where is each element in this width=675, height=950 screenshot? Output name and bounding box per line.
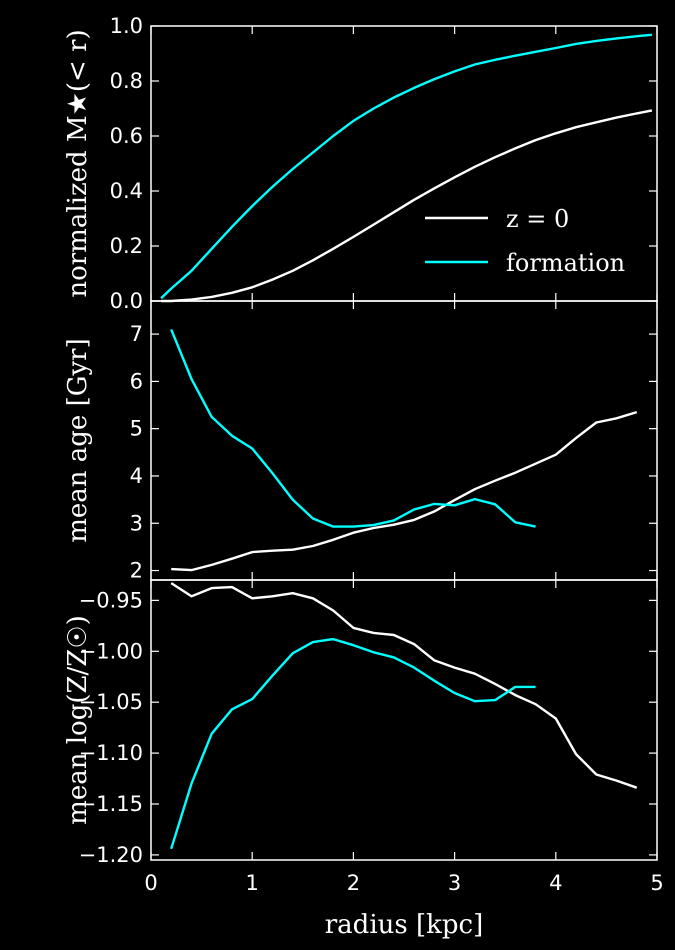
series-line-formation	[160, 33, 653, 300]
mass-panel: 0.0 0.2 0.4 0.6 0.8 1.0 normalized M★(< r)	[63, 14, 658, 313]
series-line-formation	[170, 637, 536, 850]
legend-label-z0: z = 0	[506, 205, 569, 233]
panel-frame	[150, 300, 658, 581]
y-tick-label: 1.0	[110, 14, 143, 38]
series-line-z0	[170, 582, 638, 789]
y-tick-label: −1.05	[79, 690, 143, 714]
x-axis-label: radius [kpc]	[325, 910, 484, 940]
series-line-formation	[170, 328, 536, 528]
x-tick-label: 2	[347, 871, 360, 895]
y-tick-label: 4	[130, 464, 143, 488]
y-tick-label: 7	[130, 322, 143, 346]
metallicity-panel: −0.95 −1.00 −1.05 −1.10 −1.15 −1.20 mean log(Z…	[63, 579, 658, 867]
panel-frame	[150, 579, 658, 861]
y-tick-label: 3	[130, 511, 143, 535]
legend: z = 0 formation	[425, 205, 625, 277]
y-axis-label: mean age [Gyr]	[63, 338, 93, 543]
y-tick-label: −1.00	[79, 639, 143, 663]
y-tick-label: 5	[130, 417, 143, 441]
y-tick-label: 0.4	[110, 179, 143, 203]
y-tick-label: 2	[130, 559, 143, 583]
y-tick-label: 0.6	[110, 124, 143, 148]
x-tick-label: 3	[448, 871, 461, 895]
x-tick-label: 1	[246, 871, 259, 895]
y-tick-label: 6	[130, 369, 143, 393]
series-line-z0	[171, 410, 638, 572]
y-axis-label: mean log(Z/Z☉)	[63, 615, 93, 825]
age-panel: 2 3 4 5 6 7 mean age [Gyr]	[63, 300, 658, 583]
y-tick-label: −0.95	[79, 588, 143, 612]
x-tick-labels: 0 1 2 3 4 5	[144, 871, 663, 895]
y-tick-label: 0.0	[110, 289, 143, 313]
y-tick-label: −1.10	[79, 741, 143, 765]
x-tick-label: 4	[549, 871, 562, 895]
y-tick-label: −1.20	[79, 843, 143, 867]
y-tick-label: −1.15	[79, 792, 143, 816]
y-tick-label: 0.2	[110, 234, 143, 258]
x-tick-label: 5	[650, 871, 663, 895]
legend-label-formation: formation	[506, 249, 625, 277]
y-tick-label: 0.8	[110, 69, 143, 93]
panels-layer: 0.0 0.2 0.4 0.6 0.8 1.0 normalized M★(< r) 2 3 4 5…	[63, 14, 664, 895]
axis-titles-layer: radius [kpc]	[325, 910, 484, 940]
series-line-z0	[161, 109, 653, 303]
y-axis-label: normalized M★(< r)	[63, 29, 93, 297]
x-tick-label: 0	[144, 871, 157, 895]
